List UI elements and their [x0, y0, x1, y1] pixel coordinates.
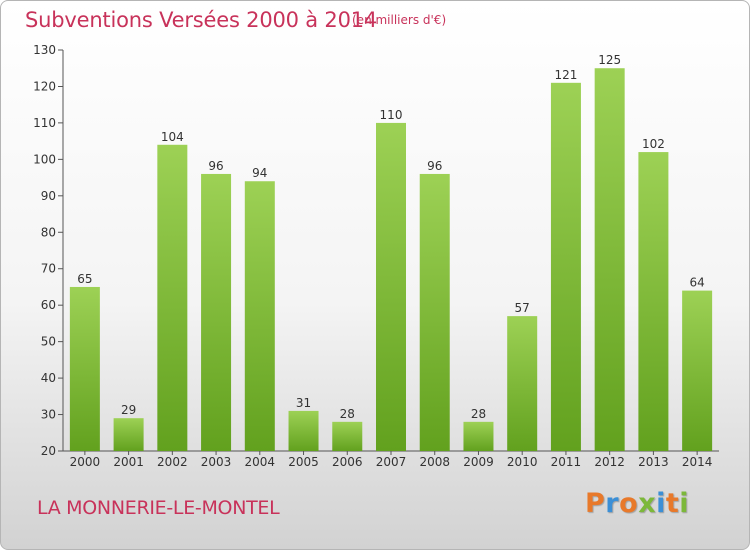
bar-2013 — [638, 152, 669, 451]
chart-subtitle: (en milliers d'€) — [352, 13, 447, 27]
y-tick-label: 20 — [41, 444, 56, 458]
y-tick-label: 80 — [41, 225, 56, 239]
logo-letter: t — [665, 488, 680, 519]
y-tick-label: 50 — [41, 335, 56, 349]
bar-2001 — [113, 418, 144, 451]
bar-value-label: 64 — [689, 276, 704, 290]
x-tick-label: 2005 — [288, 455, 319, 469]
bar-2011 — [550, 82, 581, 452]
bar-2007 — [376, 122, 406, 451]
bar-value-label: 31 — [296, 396, 311, 410]
logo-letter: i — [656, 488, 666, 519]
bar-2012 — [594, 68, 625, 452]
bar-value-label: 102 — [642, 137, 665, 151]
x-tick-label: 2001 — [113, 455, 144, 469]
bar-2004 — [244, 181, 275, 451]
logo-letter: x — [638, 488, 657, 519]
y-tick-label: 70 — [41, 262, 56, 276]
bar-2005 — [288, 410, 319, 451]
bar-2006 — [332, 421, 363, 451]
logo-letter: i — [679, 488, 690, 519]
logo-letter: r — [605, 488, 620, 519]
x-tick-label: 2010 — [507, 455, 538, 469]
y-tick-label: 110 — [33, 116, 56, 130]
x-tick-label: 2009 — [463, 455, 494, 469]
y-tick-label: 130 — [33, 43, 56, 57]
bar-2000 — [69, 286, 100, 451]
x-tick-label: 2000 — [70, 455, 101, 469]
bar-2014 — [682, 290, 713, 451]
y-tick-label: 90 — [41, 189, 56, 203]
bar-value-label: 28 — [340, 407, 355, 421]
y-tick-label: 120 — [33, 79, 56, 93]
chart-title: Subventions Versées 2000 à 2014 — [25, 8, 378, 32]
bar-2010 — [507, 316, 538, 451]
proxiti-logo: Proxiti — [585, 488, 689, 519]
bar-value-label: 29 — [121, 403, 136, 417]
bar-value-label: 110 — [380, 108, 403, 122]
x-tick-label: 2014 — [682, 455, 713, 469]
x-tick-label: 2011 — [551, 455, 582, 469]
y-tick-label: 40 — [41, 371, 56, 385]
bar-value-label: 65 — [77, 272, 92, 286]
y-tick-label: 30 — [41, 408, 56, 422]
x-tick-label: 2004 — [245, 455, 276, 469]
y-tick-label: 100 — [33, 152, 56, 166]
bar-value-label: 57 — [515, 301, 530, 315]
bar-value-label: 28 — [471, 407, 486, 421]
x-tick-label: 2006 — [332, 455, 363, 469]
x-tick-label: 2002 — [157, 455, 188, 469]
bar-2003 — [201, 173, 232, 452]
bar-2008 — [419, 173, 450, 452]
bar-value-label: 104 — [161, 130, 184, 144]
x-tick-label: 2007 — [376, 455, 407, 469]
x-tick-label: 2003 — [201, 455, 232, 469]
logo-letter: o — [619, 488, 639, 519]
logo-letter: P — [585, 488, 606, 519]
bar-value-label: 94 — [252, 166, 267, 180]
bar-2009 — [463, 421, 494, 451]
x-tick-label: 2012 — [594, 455, 625, 469]
bar-value-label: 121 — [554, 68, 577, 82]
bar-value-label: 96 — [208, 159, 223, 173]
x-tick-label: 2008 — [419, 455, 450, 469]
y-tick-label: 60 — [41, 298, 56, 312]
x-tick-label: 2013 — [638, 455, 669, 469]
commune-name: LA MONNERIE-LE-MONTEL — [37, 497, 280, 519]
bar-value-label: 125 — [598, 53, 621, 67]
bar-value-label: 96 — [427, 159, 442, 173]
bar-2002 — [157, 144, 188, 452]
